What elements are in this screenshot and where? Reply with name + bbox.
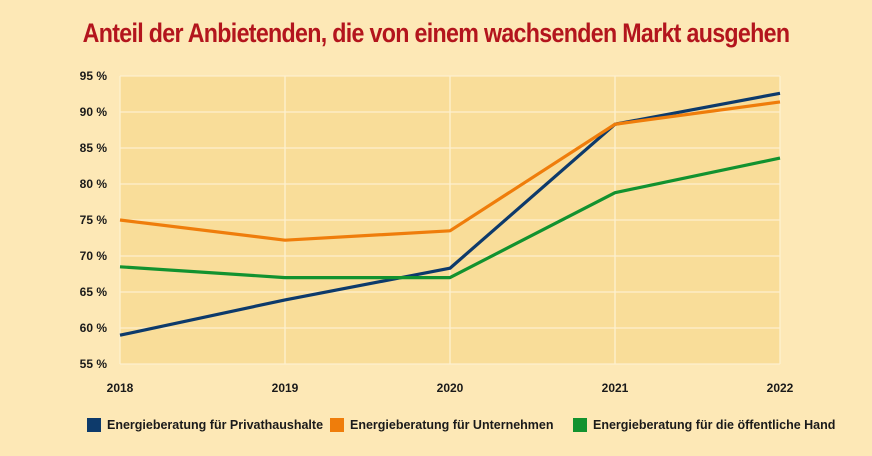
legend-item-oeffentliche-hand: Energieberatung für die öffentliche Hand [573,418,835,432]
y-tick-label: 90 % [80,105,108,119]
legend-swatch [330,418,344,432]
y-tick-label: 70 % [80,249,108,263]
y-tick-label: 85 % [80,141,108,155]
legend-item-unternehmen: Energieberatung für Unternehmen [330,418,554,432]
legend-swatch [573,418,587,432]
y-tick-label: 75 % [80,213,108,227]
legend-item-privathaushalte: Energieberatung für Privathaushalte [87,418,323,432]
y-tick-label: 65 % [80,285,108,299]
y-tick-label: 80 % [80,177,108,191]
legend-swatch [87,418,101,432]
y-tick-label: 95 % [80,69,108,83]
legend-label: Energieberatung für die öffentliche Hand [593,418,836,432]
legend-label: Energieberatung für Unternehmen [350,418,554,432]
y-tick-label: 60 % [80,321,108,335]
chart-title: Anteil der Anbietenden, die von einem wa… [82,18,790,48]
x-tick-label: 2020 [437,381,464,395]
legend-label: Energieberatung für Privathaushalte [107,418,324,432]
y-tick-label: 55 % [80,357,108,371]
x-tick-label: 2018 [107,381,134,395]
x-tick-label: 2021 [602,381,629,395]
x-tick-label: 2022 [767,381,794,395]
x-tick-label: 2019 [272,381,299,395]
